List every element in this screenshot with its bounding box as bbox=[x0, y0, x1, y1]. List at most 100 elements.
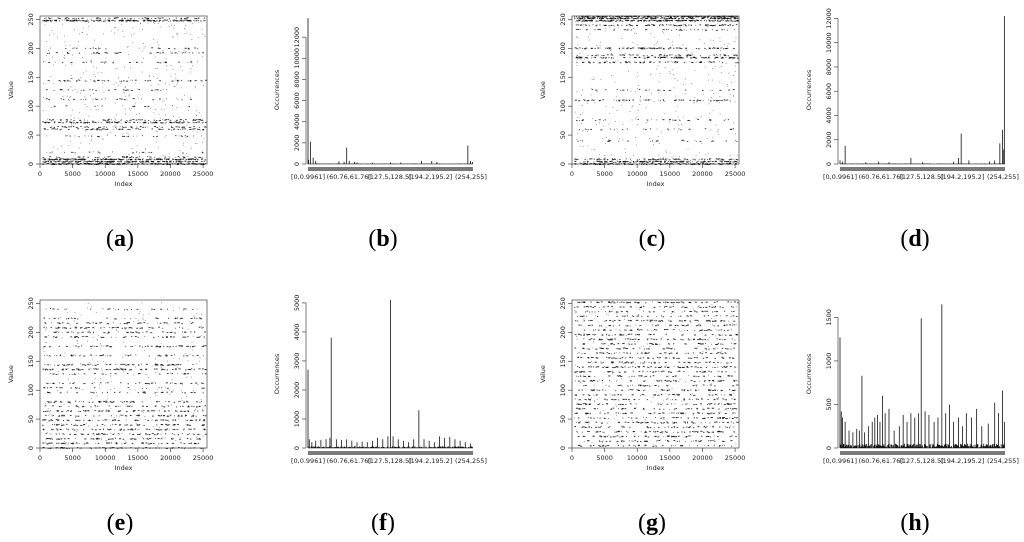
data-point bbox=[642, 55, 645, 57]
data-point bbox=[658, 55, 660, 57]
data-point bbox=[109, 161, 111, 163]
data-point bbox=[200, 80, 203, 82]
data-point bbox=[124, 87, 126, 88]
data-point bbox=[720, 57, 722, 59]
data-point bbox=[192, 120, 194, 122]
data-point bbox=[88, 368, 90, 370]
data-point bbox=[204, 34, 206, 36]
y-tick-label: 50 bbox=[559, 131, 567, 139]
data-point bbox=[99, 401, 101, 403]
data-point bbox=[149, 156, 152, 158]
data-point bbox=[722, 159, 725, 161]
data-point bbox=[609, 27, 611, 29]
data-point bbox=[204, 126, 207, 128]
data-point bbox=[733, 47, 735, 49]
data-point bbox=[102, 410, 104, 412]
data-point bbox=[158, 386, 160, 388]
data-point bbox=[46, 382, 49, 384]
data-point bbox=[42, 424, 44, 426]
data-point bbox=[604, 163, 606, 165]
data-point bbox=[575, 28, 578, 30]
data-point bbox=[47, 448, 49, 450]
data-point bbox=[688, 54, 690, 56]
data-point bbox=[713, 25, 715, 26]
data-point bbox=[95, 438, 98, 440]
data-point bbox=[50, 76, 52, 77]
data-point bbox=[71, 64, 73, 66]
data-point bbox=[639, 61, 642, 63]
data-point bbox=[734, 41, 736, 42]
data-point bbox=[186, 121, 188, 123]
data-point bbox=[690, 25, 692, 26]
data-point bbox=[612, 159, 615, 160]
data-point bbox=[66, 410, 67, 412]
data-point bbox=[127, 136, 129, 137]
data-point bbox=[640, 48, 643, 50]
data-point bbox=[134, 82, 136, 84]
data-point bbox=[84, 414, 87, 416]
data-point bbox=[624, 148, 626, 150]
x-tick-label: 5000 bbox=[64, 170, 81, 178]
data-point bbox=[186, 19, 189, 21]
data-point bbox=[703, 20, 706, 21]
data-point bbox=[80, 122, 82, 124]
data-point bbox=[143, 410, 145, 412]
data-point bbox=[201, 424, 204, 426]
data-point bbox=[84, 159, 85, 161]
data-point bbox=[203, 17, 206, 19]
data-point bbox=[679, 20, 681, 22]
data-point bbox=[626, 29, 629, 31]
data-point bbox=[174, 79, 176, 81]
data-point bbox=[96, 424, 99, 426]
data-point bbox=[577, 20, 579, 22]
data-point bbox=[680, 48, 683, 50]
data-point bbox=[708, 56, 710, 58]
data-point bbox=[607, 163, 609, 165]
data-point bbox=[89, 123, 91, 125]
data-point bbox=[167, 387, 169, 389]
data-point bbox=[584, 161, 586, 163]
data-point bbox=[113, 84, 115, 85]
data-point bbox=[124, 89, 127, 91]
data-point bbox=[177, 156, 180, 158]
data-point bbox=[149, 447, 151, 449]
data-point bbox=[710, 17, 713, 19]
data-point bbox=[654, 57, 656, 59]
data-point bbox=[726, 47, 729, 49]
data-point bbox=[596, 16, 599, 18]
data-point bbox=[190, 126, 192, 128]
data-point bbox=[154, 434, 156, 435]
data-point bbox=[652, 19, 653, 21]
data-point bbox=[60, 443, 62, 445]
data-point bbox=[189, 80, 192, 81]
data-point bbox=[191, 62, 193, 64]
data-point bbox=[68, 401, 71, 403]
data-point bbox=[686, 48, 688, 50]
data-point bbox=[167, 158, 170, 160]
data-point bbox=[72, 122, 75, 124]
data-point bbox=[192, 118, 194, 120]
data-point bbox=[93, 151, 94, 153]
data-point bbox=[708, 164, 711, 165]
data-point bbox=[118, 405, 120, 407]
data-point bbox=[84, 96, 86, 98]
data-point bbox=[115, 368, 117, 370]
data-point bbox=[187, 410, 189, 412]
data-point bbox=[43, 128, 46, 130]
data-point bbox=[713, 140, 715, 142]
data-point bbox=[621, 54, 623, 56]
data-point bbox=[156, 136, 158, 138]
data-point bbox=[105, 447, 107, 449]
data-point bbox=[188, 442, 191, 444]
data-point bbox=[687, 148, 689, 150]
data-point bbox=[87, 20, 89, 22]
data-point bbox=[127, 121, 128, 123]
data-point bbox=[728, 57, 731, 59]
data-point bbox=[131, 424, 133, 426]
data-point bbox=[197, 410, 199, 412]
data-point bbox=[193, 163, 196, 165]
data-point bbox=[45, 98, 48, 100]
data-point bbox=[734, 17, 737, 19]
data-point bbox=[156, 163, 159, 165]
data-point bbox=[643, 163, 646, 165]
